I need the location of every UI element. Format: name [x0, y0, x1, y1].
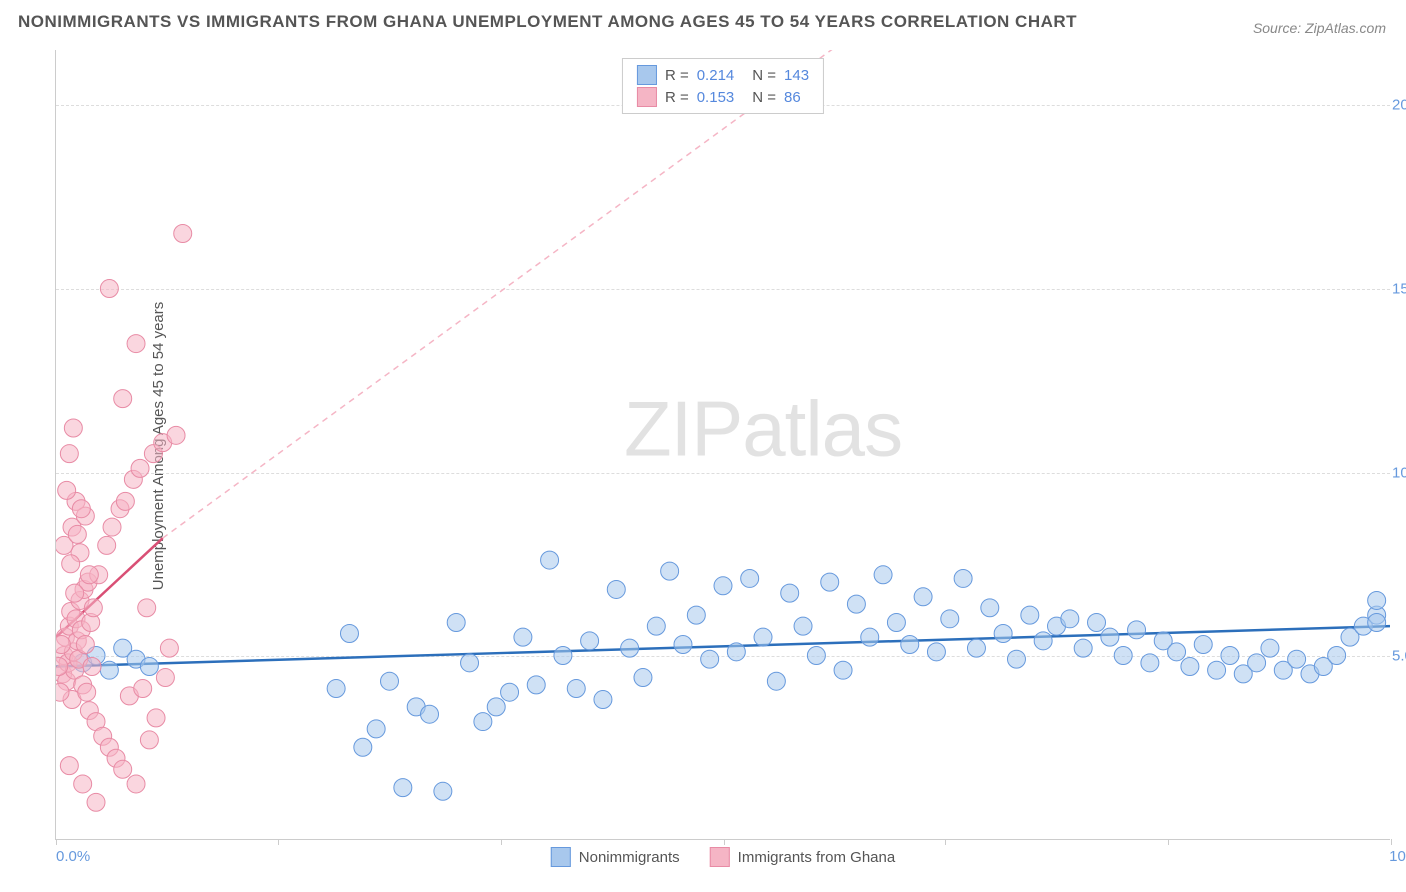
n-value: 143 — [784, 67, 809, 84]
legend-series-item: Nonimmigrants — [551, 847, 680, 867]
legend-swatch — [637, 65, 657, 85]
r-value: 0.214 — [697, 67, 735, 84]
x-tick — [724, 839, 725, 845]
y-tick-label: 10.0% — [1392, 464, 1406, 481]
y-tick-label: 15.0% — [1392, 280, 1406, 297]
chart-area: ZIPatlas R = 0.214 N = 143 R = 0.153 N =… — [55, 50, 1390, 840]
r-label: R = — [665, 67, 689, 84]
y-tick-label: 20.0% — [1392, 97, 1406, 114]
x-tick — [945, 839, 946, 845]
legend-swatch — [710, 847, 730, 867]
x-tick — [56, 839, 57, 845]
y-tick-label: 5.0% — [1392, 648, 1406, 665]
x-tick — [1168, 839, 1169, 845]
r-label: R = — [665, 89, 689, 106]
x-tick — [278, 839, 279, 845]
legend-series: Nonimmigrants Immigrants from Ghana — [551, 847, 895, 867]
chart-title: NONIMMIGRANTS VS IMMIGRANTS FROM GHANA U… — [18, 12, 1077, 32]
legend-swatch — [637, 87, 657, 107]
legend-correlation: R = 0.214 N = 143 R = 0.153 N = 86 — [622, 58, 824, 114]
r-value: 0.153 — [697, 89, 735, 106]
x-tick-label-left: 0.0% — [56, 848, 90, 865]
scatter-plot — [56, 50, 1390, 839]
legend-series-item: Immigrants from Ghana — [710, 847, 896, 867]
legend-swatch — [551, 847, 571, 867]
x-tick — [501, 839, 502, 845]
x-tick-label-right: 100.0% — [1389, 848, 1406, 865]
n-label: N = — [752, 67, 776, 84]
legend-correlation-row: R = 0.153 N = 86 — [637, 87, 809, 107]
n-label: N = — [752, 89, 776, 106]
legend-series-label: Nonimmigrants — [579, 849, 680, 866]
source-attribution: Source: ZipAtlas.com — [1253, 20, 1386, 36]
x-tick — [1391, 839, 1392, 845]
legend-series-label: Immigrants from Ghana — [738, 849, 896, 866]
legend-correlation-row: R = 0.214 N = 143 — [637, 65, 809, 85]
n-value: 86 — [784, 89, 801, 106]
